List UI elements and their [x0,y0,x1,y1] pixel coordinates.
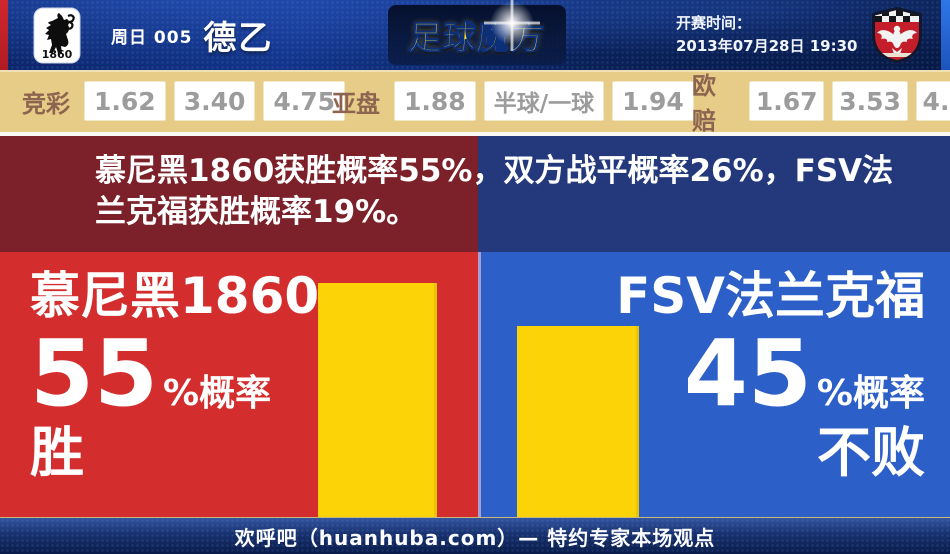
footer-bar: 欢呼吧（huanhuba.com）— 特约专家本场观点 [0,517,950,554]
forecast-line-1: 慕尼黑1860获胜概率55%，双方战平概率26%，FSV法 [95,153,894,189]
odds-strip: 竞彩 1.62 3.40 4.75 亚盘 1.88 半球/一球 1.94 欧赔 … [0,70,950,135]
away-outcome-label: 不败 [817,421,925,484]
match-number-label: 周日 005 [111,27,193,48]
kickoff-label: 开赛时间： [676,14,752,32]
panel-divider [478,252,481,517]
probability-panels: 慕尼黑1860 55 %概率 胜 FSV法兰克福 45 %概率 不败 [0,252,950,517]
brand-logo: 足球魔方 [407,18,547,58]
home-badge-year: 1860 [42,48,73,61]
odds-value: 1.62 [84,81,166,121]
odds-group-oupei: 欧赔 1.67 3.53 4.79 [692,70,950,135]
home-team-name: 慕尼黑1860 [30,267,320,325]
odds-value: 4.79 [915,81,950,121]
home-probability-suffix: %概率 [163,373,272,414]
odds-value: 1.67 [749,81,825,121]
odds-handicap-value: 半球/一球 [483,81,605,121]
odds-value: 1.88 [394,81,476,121]
header-bar: 1860 周日 005 德乙 足球魔方 开赛时间： 2013年07月28日 19… [0,0,950,70]
odds-label-oupei: 欧赔 [692,72,716,135]
away-probability-row: 45 %概率 [616,328,925,420]
league-name: 德乙 [203,18,274,57]
odds-label-yapan: 亚盘 [332,89,380,118]
home-probability-row: 55 %概率 [30,328,319,420]
home-probability-value: 55 [30,320,159,427]
away-probability-value: 45 [683,320,812,427]
odds-label-jingcai: 竞彩 [22,89,70,118]
summary-red-background [0,136,478,252]
footer-text: 欢呼吧（huanhuba.com）— 特约专家本场观点 [234,525,716,550]
odds-value: 3.40 [173,81,256,121]
odds-value: 3.53 [832,81,908,121]
away-team-block: FSV法兰克福 45 %概率 不败 [616,266,925,484]
forecast-text: 慕尼黑1860获胜概率55%，双方战平概率26%，FSV法 兰克福获胜概率19%… [95,151,915,233]
summary-blue-background [478,136,950,252]
fsv-frankfurt-crest-icon [872,7,922,63]
away-probability-suffix: %概率 [816,373,925,414]
home-team-block: 慕尼黑1860 55 %概率 胜 [30,266,319,484]
left-red-stripe [0,0,8,70]
odds-value: 1.94 [612,81,694,121]
odds-group-jingcai: 竞彩 1.62 3.40 4.75 [22,70,346,132]
separator-strip [0,132,950,136]
kickoff-block: 开赛时间： 2013年07月28日 19:30 [676,12,857,58]
odds-group-yapan: 亚盘 1.88 半球/一球 1.94 [332,70,694,132]
kickoff-time: 2013年07月28日 19:30 [676,37,858,55]
forecast-line-2: 兰克福获胜概率19%。 [95,194,418,230]
right-blue-stripe [941,0,950,70]
brand-logo-plate: 足球魔方 [388,0,566,65]
forecast-summary-strip: 慕尼黑1860获胜概率55%，双方战平概率26%，FSV法 兰克福获胜概率19%… [0,136,950,252]
tsv-1860-munich-crest-icon: 1860 [33,7,81,64]
away-probability-bar [517,325,639,517]
away-team-name: FSV法兰克福 [616,267,925,325]
home-outcome-label: 胜 [30,421,84,484]
home-probability-bar [318,283,437,517]
odds-value: 4.75 [263,81,346,121]
league-info: 周日 005 德乙 [111,0,273,70]
